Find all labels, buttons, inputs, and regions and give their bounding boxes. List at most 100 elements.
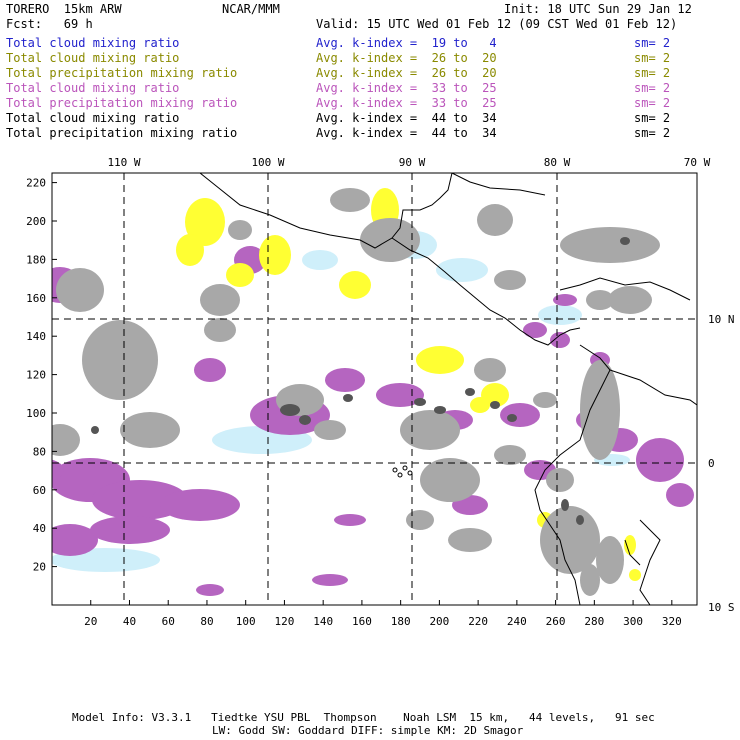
yellow-cloud — [339, 271, 371, 299]
x-tick-label: 80 — [200, 615, 213, 628]
dark-gray-cloud — [465, 388, 475, 396]
y-tick-label: 120 — [26, 369, 46, 382]
y-tick-label: 140 — [26, 330, 46, 343]
legend-sm-3: sm= 2 — [634, 81, 671, 95]
init-time: Init: 18 UTC Sun 29 Jan 12 — [504, 2, 692, 16]
valid-time: Valid: 15 UTC Wed 01 Feb 12 (09 CST Wed … — [316, 17, 678, 31]
island — [402, 465, 408, 471]
y-tick-label: 160 — [26, 292, 46, 305]
legend-kindex-3: Avg. k-index = 33 to 25 — [316, 81, 497, 95]
y-tick-label: 180 — [26, 253, 46, 266]
gray-cloud — [494, 270, 526, 290]
longitude-label: 70 W — [684, 156, 711, 169]
x-tick-label: 100 — [236, 615, 256, 628]
y-tick-label: 20 — [33, 561, 46, 574]
legend-field-6: Total precipitation mixing ratio — [6, 126, 238, 140]
gray-cloud — [596, 536, 624, 584]
gray-cloud — [200, 284, 240, 316]
purple-cloud — [196, 584, 224, 596]
gray-cloud — [330, 188, 370, 212]
model-info: Model Info: V3.3.1 Tiedtke YSU PBL Thomp… — [72, 711, 655, 724]
legend-sm-5: sm= 2 — [634, 111, 671, 125]
purple-cloud — [325, 368, 365, 392]
latitude-label: 0 — [708, 457, 715, 470]
gray-cloud — [580, 360, 620, 460]
legend-kindex-0: Avg. k-index = 19 to 4 — [316, 36, 497, 50]
x-tick-label: 240 — [507, 615, 527, 628]
gray-cloud — [360, 218, 420, 262]
lat-lon-grid — [52, 173, 697, 605]
legend-kindex-1: Avg. k-index = 26 to 20 — [316, 51, 497, 65]
purple-cloud — [334, 514, 366, 526]
y-tick-label: 80 — [33, 445, 46, 458]
legend-sm-2: sm= 2 — [634, 66, 671, 80]
dark-gray-cloud — [343, 394, 353, 402]
gray-cloud — [56, 268, 104, 312]
x-tick-label: 60 — [162, 615, 175, 628]
axes: 20 40 60 80 100 120 140 160 180 200 220 240 260 280 30… — [26, 156, 734, 628]
island — [397, 472, 403, 478]
coastline — [534, 344, 611, 605]
gray-cloud — [474, 358, 506, 382]
coastline — [559, 277, 691, 301]
gray-cloud — [477, 204, 513, 236]
latitude-label: 10 N — [708, 313, 735, 326]
latitude-label: 10 S — [708, 601, 735, 614]
gray-cloud — [120, 412, 180, 448]
physics-info: LW: Godd SW: Goddard DIFF: simple KM: 2D… — [212, 724, 524, 737]
coastlines — [199, 173, 697, 605]
island — [392, 467, 398, 473]
gray-cloud — [52, 424, 80, 456]
light-blue-cloud — [302, 250, 338, 270]
x-tick-label: 220 — [468, 615, 488, 628]
legend-sm-6: sm= 2 — [634, 126, 671, 140]
yellow-cloud — [176, 234, 204, 266]
longitude-label: 100 W — [251, 156, 284, 169]
yellow-cloud — [624, 535, 636, 555]
purple-cloud — [90, 516, 170, 544]
purple-cloud — [194, 358, 226, 382]
coastline — [639, 519, 661, 605]
purple-cloud — [312, 574, 348, 586]
model-title: TORERO 15km ARW — [6, 2, 122, 16]
longitude-label: 90 W — [399, 156, 426, 169]
coastline — [451, 173, 546, 196]
gray-cloud — [560, 227, 660, 263]
gray-cloud — [204, 318, 236, 342]
gray-cloud — [420, 458, 480, 502]
x-tick-label: 200 — [429, 615, 449, 628]
dark-gray-cloud — [620, 237, 630, 245]
gray-cloud — [314, 420, 346, 440]
dark-gray-cloud — [299, 415, 311, 425]
purple-cloud — [52, 459, 64, 481]
gray-cloud — [228, 220, 252, 240]
org-label: NCAR/MMM — [222, 2, 280, 16]
light-blue-cloud — [436, 258, 488, 282]
x-tick-label: 180 — [391, 615, 411, 628]
yellow-cloud — [470, 397, 490, 413]
gray-cloud — [448, 528, 492, 552]
legend-sm-1: sm= 2 — [634, 51, 671, 65]
y-tick-label: 200 — [26, 215, 46, 228]
dark-gray-cloud — [561, 499, 569, 511]
purple-cloud — [523, 322, 547, 338]
legend-field-4: Total precipitation mixing ratio — [6, 96, 238, 110]
y-tick-label: 220 — [26, 177, 46, 190]
purple-cloud — [500, 403, 540, 427]
yellow-cloud — [416, 346, 464, 374]
purple-cloud — [666, 483, 694, 507]
legend-field-0: Total cloud mixing ratio — [6, 36, 180, 50]
gray-cloud — [406, 510, 434, 530]
x-tick-label: 260 — [546, 615, 566, 628]
gray-cloud — [540, 506, 600, 574]
dark-gray-cloud — [576, 515, 584, 525]
yellow-cloud — [629, 569, 641, 581]
gray-cloud — [400, 410, 460, 450]
x-tick-label: 300 — [623, 615, 643, 628]
gray-cloud — [533, 392, 557, 408]
coastline — [391, 237, 581, 346]
x-tick-label: 140 — [313, 615, 333, 628]
dark-gray-cloud — [507, 414, 517, 422]
longitude-label: 110 W — [107, 156, 140, 169]
